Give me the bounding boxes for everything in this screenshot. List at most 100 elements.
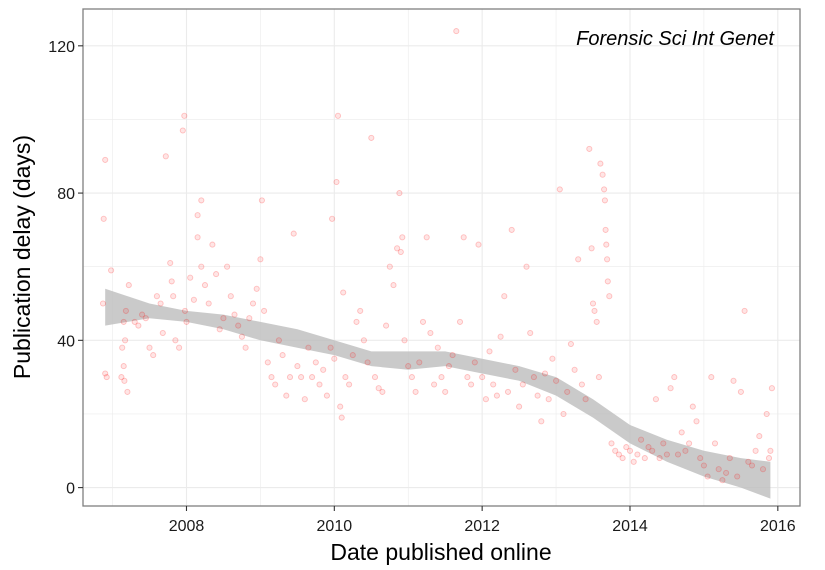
y-tick-label: 80 xyxy=(57,186,75,203)
data-point xyxy=(564,388,571,395)
data-point xyxy=(671,374,678,381)
data-point xyxy=(606,293,613,300)
data-point xyxy=(449,352,456,359)
data-point xyxy=(686,440,693,447)
data-point xyxy=(453,28,460,35)
data-point xyxy=(242,344,249,351)
data-points xyxy=(99,28,775,484)
data-point xyxy=(142,315,149,322)
data-point xyxy=(360,337,367,344)
data-point xyxy=(120,363,127,370)
data-point xyxy=(674,451,682,458)
data-point xyxy=(364,359,371,366)
data-point xyxy=(601,186,608,193)
data-point xyxy=(523,263,530,270)
data-point xyxy=(253,285,260,292)
data-point xyxy=(309,374,316,381)
data-point xyxy=(102,156,109,163)
data-point xyxy=(353,318,360,325)
data-point xyxy=(408,374,415,381)
data-point xyxy=(626,447,634,454)
data-point xyxy=(231,311,238,318)
data-point xyxy=(379,388,386,395)
data-point xyxy=(634,451,641,458)
data-point xyxy=(708,374,715,381)
data-point xyxy=(390,282,397,289)
x-tick-label: 2008 xyxy=(169,518,205,535)
data-point xyxy=(623,444,630,451)
data-point xyxy=(545,396,552,403)
data-point xyxy=(298,374,305,381)
data-point xyxy=(471,359,478,366)
data-point xyxy=(279,352,286,359)
data-point xyxy=(167,259,174,267)
data-point xyxy=(603,241,610,248)
data-point xyxy=(99,300,107,307)
data-point xyxy=(103,374,110,381)
y-axis-ticks: 0 40 80 120 xyxy=(48,39,83,498)
data-point xyxy=(715,466,722,473)
data-point xyxy=(249,300,257,307)
data-point xyxy=(150,352,157,359)
data-point xyxy=(497,333,504,340)
x-tick-label: 2016 xyxy=(760,518,796,535)
data-point xyxy=(159,329,166,337)
data-point xyxy=(582,396,589,403)
data-point xyxy=(346,381,353,388)
data-point xyxy=(312,359,319,366)
y-tick-label: 120 xyxy=(48,39,75,56)
data-point xyxy=(601,197,608,204)
data-point xyxy=(235,322,242,329)
data-point xyxy=(121,377,128,384)
data-point xyxy=(697,455,704,462)
data-point xyxy=(693,418,700,425)
data-point xyxy=(216,326,223,333)
data-point xyxy=(534,392,541,399)
data-point xyxy=(678,429,685,436)
data-point xyxy=(768,385,775,392)
data-point xyxy=(170,293,177,300)
data-point xyxy=(752,447,759,454)
data-point xyxy=(530,374,537,381)
data-point xyxy=(198,197,205,204)
data-point xyxy=(187,274,194,281)
data-point xyxy=(135,322,142,329)
data-point xyxy=(704,473,711,480)
data-point xyxy=(538,418,545,425)
data-point xyxy=(397,248,404,256)
data-point xyxy=(604,256,611,263)
x-tick-label: 2012 xyxy=(464,518,500,535)
data-point xyxy=(301,396,308,403)
data-point xyxy=(608,440,615,447)
data-point xyxy=(257,256,264,263)
x-tick-label: 2014 xyxy=(612,518,648,535)
data-point xyxy=(765,455,773,462)
data-point xyxy=(445,363,452,370)
data-point xyxy=(645,444,652,451)
data-point xyxy=(258,197,265,204)
data-point xyxy=(578,381,585,388)
data-point xyxy=(615,451,622,458)
data-point xyxy=(586,145,593,152)
data-point xyxy=(337,403,344,410)
data-point xyxy=(157,300,164,307)
data-point xyxy=(479,374,486,381)
data-point xyxy=(431,381,438,388)
data-point xyxy=(100,215,107,222)
data-point xyxy=(102,370,109,377)
data-point xyxy=(490,381,497,388)
data-point xyxy=(396,190,403,197)
data-point xyxy=(553,377,560,384)
plot-annotation: Forensic Sci Int Genet xyxy=(576,28,775,50)
data-point xyxy=(591,307,598,314)
data-point xyxy=(649,447,656,454)
data-point xyxy=(519,381,526,388)
data-point xyxy=(125,282,132,289)
data-point xyxy=(181,307,189,314)
plot-background xyxy=(83,9,800,506)
data-point xyxy=(652,396,659,403)
data-point xyxy=(213,271,220,278)
data-point xyxy=(305,344,312,351)
data-point xyxy=(272,381,279,388)
